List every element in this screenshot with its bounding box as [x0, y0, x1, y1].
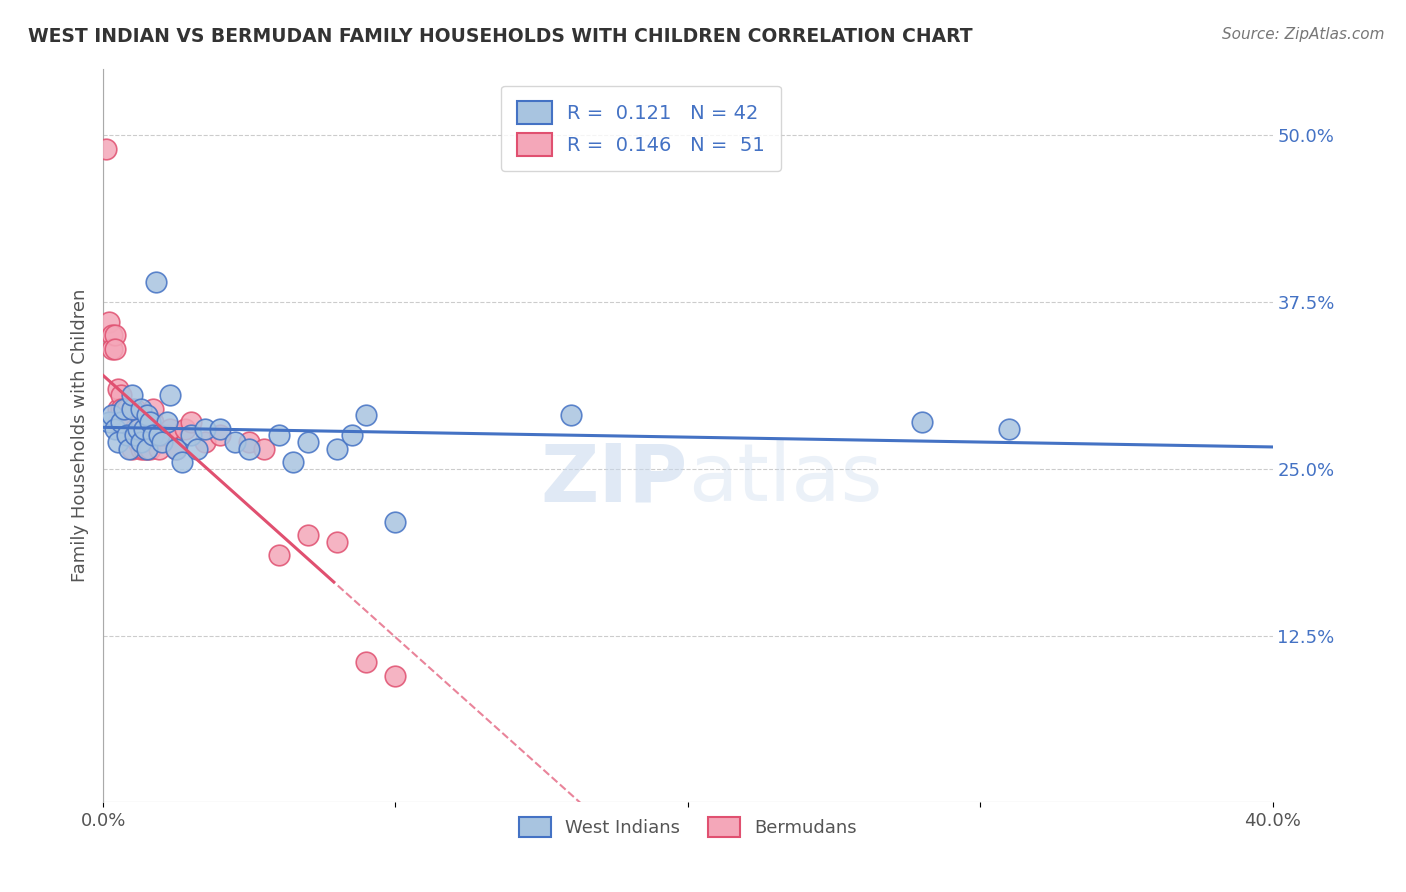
Point: [124, 422, 146, 436]
Point: [194, 422, 217, 436]
Point: [238, 435, 260, 450]
Point: [136, 428, 159, 442]
Point: [209, 422, 232, 436]
Point: [156, 415, 179, 429]
Point: [129, 415, 152, 429]
Point: [112, 401, 135, 416]
Point: [136, 409, 159, 423]
Point: [238, 442, 260, 456]
Point: [98, 315, 121, 329]
Point: [297, 435, 319, 450]
Point: [194, 435, 217, 450]
Point: [112, 401, 135, 416]
Point: [174, 422, 197, 436]
Point: [170, 455, 193, 469]
Point: [118, 415, 141, 429]
Point: [267, 428, 290, 442]
Point: [560, 409, 582, 423]
Point: [124, 428, 146, 442]
Point: [267, 549, 290, 563]
Point: [224, 435, 246, 450]
Point: [326, 442, 349, 456]
Point: [121, 388, 143, 402]
Point: [148, 428, 170, 442]
Point: [186, 442, 208, 456]
Point: [136, 442, 159, 456]
Point: [384, 515, 406, 529]
Point: [127, 422, 149, 436]
Point: [98, 415, 121, 429]
Point: [911, 415, 934, 429]
Point: [101, 342, 124, 356]
Point: [104, 422, 127, 436]
Point: [115, 428, 138, 442]
Point: [110, 388, 132, 402]
Point: [253, 442, 276, 456]
Point: [159, 388, 181, 402]
Point: [129, 442, 152, 456]
Point: [124, 401, 146, 416]
Point: [156, 428, 179, 442]
Point: [150, 428, 173, 442]
Point: [139, 415, 162, 429]
Point: [139, 442, 162, 456]
Point: [354, 409, 377, 423]
Point: [132, 422, 155, 436]
Point: [101, 409, 124, 423]
Point: [129, 401, 152, 416]
Point: [142, 401, 165, 416]
Point: [148, 442, 170, 456]
Text: atlas: atlas: [688, 441, 882, 518]
Point: [104, 342, 127, 356]
Point: [110, 401, 132, 416]
Point: [112, 415, 135, 429]
Point: [209, 428, 232, 442]
Point: [107, 435, 129, 450]
Point: [121, 428, 143, 442]
Text: ZIP: ZIP: [540, 441, 688, 518]
Point: [283, 455, 305, 469]
Point: [121, 401, 143, 416]
Point: [94, 142, 117, 156]
Point: [118, 442, 141, 456]
Point: [132, 422, 155, 436]
Point: [998, 422, 1021, 436]
Point: [384, 668, 406, 682]
Point: [297, 528, 319, 542]
Point: [150, 435, 173, 450]
Legend: West Indians, Bermudans: West Indians, Bermudans: [512, 809, 865, 845]
Text: Source: ZipAtlas.com: Source: ZipAtlas.com: [1222, 27, 1385, 42]
Point: [180, 428, 202, 442]
Point: [107, 382, 129, 396]
Point: [136, 442, 159, 456]
Point: [340, 428, 363, 442]
Point: [110, 415, 132, 429]
Point: [132, 442, 155, 456]
Point: [145, 428, 167, 442]
Point: [121, 442, 143, 456]
Point: [101, 328, 124, 343]
Text: WEST INDIAN VS BERMUDAN FAMILY HOUSEHOLDS WITH CHILDREN CORRELATION CHART: WEST INDIAN VS BERMUDAN FAMILY HOUSEHOLD…: [28, 27, 973, 45]
Point: [127, 428, 149, 442]
Point: [142, 415, 165, 429]
Point: [115, 422, 138, 436]
Point: [180, 415, 202, 429]
Point: [139, 428, 162, 442]
Point: [142, 428, 165, 442]
Point: [107, 401, 129, 416]
Point: [326, 535, 349, 549]
Point: [115, 401, 138, 416]
Point: [165, 442, 187, 456]
Point: [118, 428, 141, 442]
Point: [165, 442, 187, 456]
Point: [127, 435, 149, 450]
Point: [145, 275, 167, 289]
Point: [115, 415, 138, 429]
Y-axis label: Family Households with Children: Family Households with Children: [72, 289, 89, 582]
Point: [159, 422, 181, 436]
Point: [129, 435, 152, 450]
Point: [104, 328, 127, 343]
Point: [107, 415, 129, 429]
Point: [354, 655, 377, 669]
